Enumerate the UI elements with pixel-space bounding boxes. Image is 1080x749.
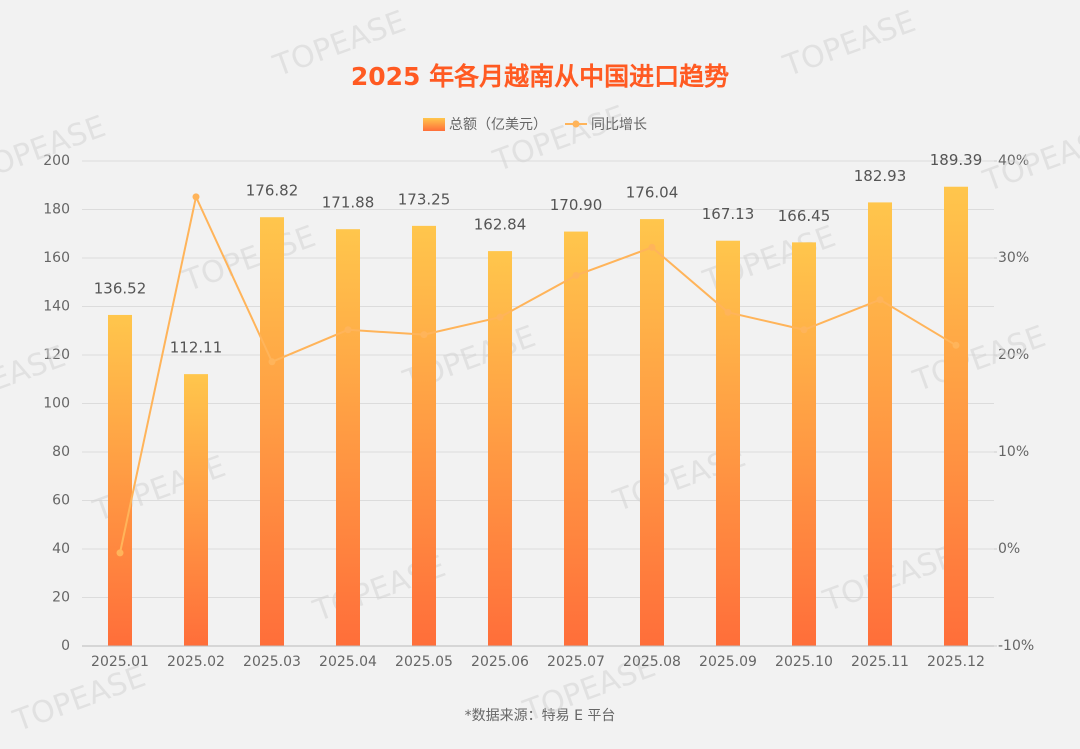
data-label: 170.90 <box>550 196 603 214</box>
y-tick-label: 180 <box>43 202 70 218</box>
chart-title: 2025 年各月越南从中国进口趋势 <box>351 62 729 91</box>
y-tick-label: 0 <box>61 638 70 654</box>
bar <box>640 219 664 646</box>
x-tick-label: 2025.05 <box>395 654 453 670</box>
line-point <box>952 341 960 349</box>
y-tick-label: 60 <box>52 493 70 509</box>
bar <box>108 314 132 646</box>
y2-tick-label: -10% <box>998 638 1034 654</box>
bar <box>336 229 360 647</box>
line-point <box>724 308 732 316</box>
x-tick-label: 2025.11 <box>851 654 909 670</box>
data-label: 166.45 <box>778 207 831 225</box>
legend-label: 总额（亿美元） <box>449 117 547 133</box>
x-tick-label: 2025.09 <box>699 654 757 670</box>
line-point <box>268 358 276 366</box>
data-label: 173.25 <box>398 190 451 208</box>
data-label: 176.04 <box>626 184 679 202</box>
y-tick-label: 140 <box>43 299 70 315</box>
bar <box>184 374 208 646</box>
line-point <box>800 326 808 334</box>
line-point <box>116 549 124 557</box>
y2-tick-label: 40% <box>998 153 1029 169</box>
bar <box>944 186 968 646</box>
data-label: 182.93 <box>854 167 907 185</box>
y-tick-label: 200 <box>43 153 70 169</box>
bar <box>564 231 588 646</box>
line-point <box>496 313 504 321</box>
y-tick-label: 80 <box>52 444 70 460</box>
x-tick-label: 2025.12 <box>927 654 985 670</box>
y2-tick-label: 10% <box>998 444 1029 460</box>
y-tick-label: 160 <box>43 250 70 266</box>
y-tick-label: 100 <box>43 396 70 412</box>
data-label: 112.11 <box>170 339 223 357</box>
line-point <box>420 331 428 339</box>
data-label: 189.39 <box>930 151 983 169</box>
x-tick-label: 2025.01 <box>91 654 149 670</box>
line-point <box>876 296 884 304</box>
data-label: 167.13 <box>702 205 755 223</box>
bar <box>260 217 284 647</box>
bar <box>792 242 816 646</box>
source-note: *数据来源：特易 E 平台 <box>465 708 616 724</box>
y2-tick-label: 20% <box>998 347 1029 363</box>
y-tick-label: 20 <box>52 590 70 606</box>
data-label: 171.88 <box>322 194 375 212</box>
x-tick-label: 2025.10 <box>775 654 833 670</box>
line <box>119 193 957 554</box>
y2-tick-label: 30% <box>998 250 1029 266</box>
y-tick-label: 40 <box>52 541 70 557</box>
x-tick-label: 2025.02 <box>167 654 225 670</box>
data-label: 176.82 <box>246 182 299 200</box>
bar <box>716 240 740 646</box>
legend-label: 同比增长 <box>591 117 647 133</box>
x-tick-label: 2025.03 <box>243 654 301 670</box>
x-tick-label: 2025.08 <box>623 654 681 670</box>
line-point <box>344 326 352 334</box>
bar <box>868 202 892 646</box>
x-tick-label: 2025.06 <box>471 654 529 670</box>
y2-tick-label: 0% <box>998 541 1020 557</box>
x-tick-label: 2025.07 <box>547 654 605 670</box>
legend-swatch <box>572 120 580 128</box>
line-point <box>648 243 656 251</box>
bar <box>412 225 436 646</box>
legend-swatch <box>423 118 445 131</box>
line-point <box>572 271 580 279</box>
y-tick-label: 120 <box>43 347 70 363</box>
line-point <box>192 193 200 201</box>
data-label: 162.84 <box>474 216 527 234</box>
data-label: 136.52 <box>94 279 147 297</box>
x-tick-label: 2025.04 <box>319 654 377 670</box>
bar <box>488 251 512 646</box>
